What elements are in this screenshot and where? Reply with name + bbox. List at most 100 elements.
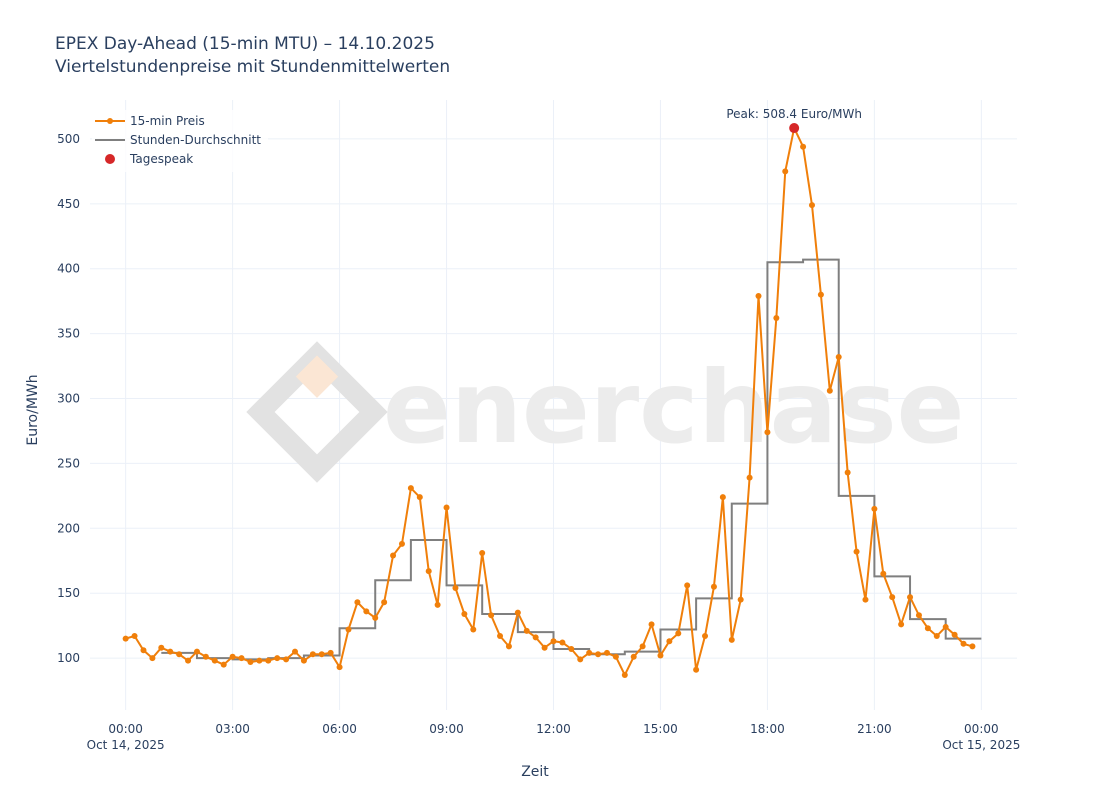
series-point-15min [176, 651, 183, 658]
series-point-15min [969, 643, 976, 650]
series-point-15min [514, 609, 521, 616]
series-point-15min [675, 630, 682, 637]
series-point-15min [657, 652, 664, 659]
series-point-15min [381, 599, 388, 606]
series-point-15min [568, 646, 575, 652]
series-point-15min [488, 612, 495, 619]
series-point-15min [193, 648, 200, 655]
series-point-15min [398, 540, 405, 547]
series-point-15min [844, 469, 851, 476]
x-tick-label: 09:00 [429, 722, 464, 736]
series-point-15min [354, 599, 361, 606]
chart-title: EPEX Day-Ahead (15-min MTU) – 14.10.2025 [55, 34, 435, 54]
series-point-15min [497, 633, 504, 640]
x-tick-label: 18:00 [750, 722, 785, 736]
series-point-15min [559, 639, 566, 646]
legend-label-hourly-average: Stunden-Durchschnitt [130, 133, 261, 147]
series-point-15min [416, 494, 423, 501]
series-point-15min [363, 608, 370, 615]
series-point-15min [274, 655, 281, 662]
x-tick-label: 00:00 [964, 722, 999, 736]
series-point-15min [693, 666, 700, 673]
x-tick-label: 03:00 [215, 722, 250, 736]
legend-swatch-peak [105, 154, 115, 164]
series-point-15min [523, 627, 530, 634]
x-tick-label: 21:00 [857, 722, 892, 736]
series-point-15min [889, 594, 896, 601]
legend-label-peak: Tagespeak [129, 152, 193, 166]
x-tick-sublabel: Oct 15, 2025 [942, 738, 1020, 752]
series-point-15min [907, 594, 914, 601]
y-tick-label: 150 [57, 586, 80, 600]
series-point-15min [309, 651, 316, 658]
series-point-15min [764, 429, 771, 436]
watermark-logo-icon [246, 341, 388, 483]
series-point-15min [425, 568, 432, 575]
series-point-15min [300, 657, 307, 664]
peak-label: Peak: 508.4 Euro/MWh [726, 107, 862, 121]
series-point-15min [603, 649, 610, 656]
series-point-15min [247, 658, 254, 665]
series-point-15min [505, 643, 512, 650]
series-point-15min [746, 474, 753, 481]
series-point-15min [167, 648, 174, 655]
y-axis-ticks: 100 150 200 250 300 350 400 450 500 [57, 132, 80, 665]
watermark-text: enerchase [383, 349, 964, 466]
series-point-15min [283, 656, 290, 663]
series-point-15min [318, 651, 325, 658]
x-tick-sublabel: Oct 14, 2025 [87, 738, 165, 752]
y-tick-label: 350 [57, 327, 80, 341]
series-point-15min [586, 649, 593, 656]
series-point-15min [924, 625, 931, 632]
x-tick-label: 12:00 [536, 722, 571, 736]
series-point-15min [452, 585, 459, 591]
series-point-15min [933, 633, 940, 640]
series-point-15min [256, 657, 263, 664]
x-axis-label: Zeit [521, 764, 549, 780]
series-point-15min [719, 494, 726, 501]
series-point-15min [728, 636, 735, 643]
series-point-15min [434, 601, 441, 608]
series-point-15min [835, 353, 842, 360]
series-point-15min [702, 633, 709, 640]
series-point-15min [648, 621, 655, 628]
series-point-15min [407, 485, 414, 492]
y-tick-label: 250 [57, 456, 80, 470]
series-point-15min [782, 168, 789, 175]
y-axis-label: Euro/MWh [25, 374, 41, 445]
watermark: enerchase [246, 341, 964, 483]
series-point-15min [800, 143, 807, 150]
series-point-15min [461, 610, 468, 617]
series-point-15min [185, 657, 192, 664]
series-point-15min [862, 596, 869, 603]
series-point-15min [898, 621, 905, 628]
legend-swatch-15min-point [107, 118, 113, 124]
series-point-15min [577, 656, 584, 663]
series-point-15min [595, 651, 602, 658]
y-tick-label: 300 [57, 392, 80, 406]
series-point-15min [826, 387, 833, 394]
series-point-15min [238, 655, 245, 662]
series-point-15min [550, 638, 557, 645]
y-tick-label: 100 [57, 651, 80, 665]
series-point-15min [880, 570, 887, 577]
series-point-15min [220, 661, 227, 668]
series-point-15min [211, 657, 218, 664]
series-point-15min [265, 657, 272, 664]
x-tick-label: 15:00 [643, 722, 678, 736]
series-point-15min [755, 292, 762, 299]
series-point-15min [541, 644, 548, 651]
legend: 15-min Preis Stunden-Durchschnitt Tagespea… [92, 110, 268, 172]
series-point-15min [327, 649, 334, 656]
series-point-15min [122, 635, 129, 642]
y-tick-label: 500 [57, 132, 80, 146]
series-point-15min [808, 202, 815, 209]
series-point-15min [817, 291, 824, 298]
series-point-15min [942, 623, 949, 630]
series-point-15min [229, 653, 236, 660]
x-tick-label: 00:00 [108, 722, 143, 736]
y-tick-label: 400 [57, 262, 80, 276]
grid [90, 100, 1017, 710]
y-tick-label: 200 [57, 521, 80, 535]
